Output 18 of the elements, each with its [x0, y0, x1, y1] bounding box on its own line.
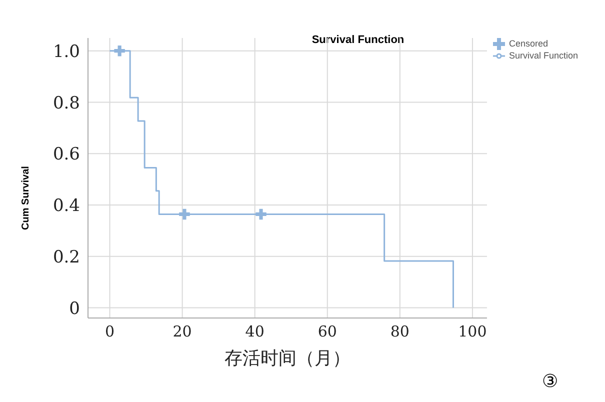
- legend-label: Survival Function: [508, 50, 578, 60]
- y-axis-title: Cum Survival: [20, 166, 32, 230]
- y-tick-label: 0: [69, 298, 80, 319]
- text: ③: [542, 370, 558, 392]
- x-tick-label: 20: [172, 322, 192, 341]
- y-tick-label: 0.6: [52, 144, 80, 165]
- y-tick-label: 1.0: [52, 42, 80, 62]
- x-tick-label: 60: [318, 322, 337, 341]
- y-tick-label: 0.8: [52, 93, 80, 114]
- x-tick-label: 100: [458, 322, 487, 341]
- x-axis-title: 存活时间（月）: [224, 348, 350, 369]
- chart-title: Survival Function: [312, 34, 404, 46]
- y-tick-label: 0.2: [52, 247, 80, 268]
- x-tick-label: 0: [104, 322, 115, 341]
- x-tick-label: 40: [245, 322, 264, 341]
- legend-label: Censored: [508, 38, 548, 48]
- x-tick-label: 80: [390, 322, 410, 341]
- y-tick-label: 0.4: [52, 196, 80, 216]
